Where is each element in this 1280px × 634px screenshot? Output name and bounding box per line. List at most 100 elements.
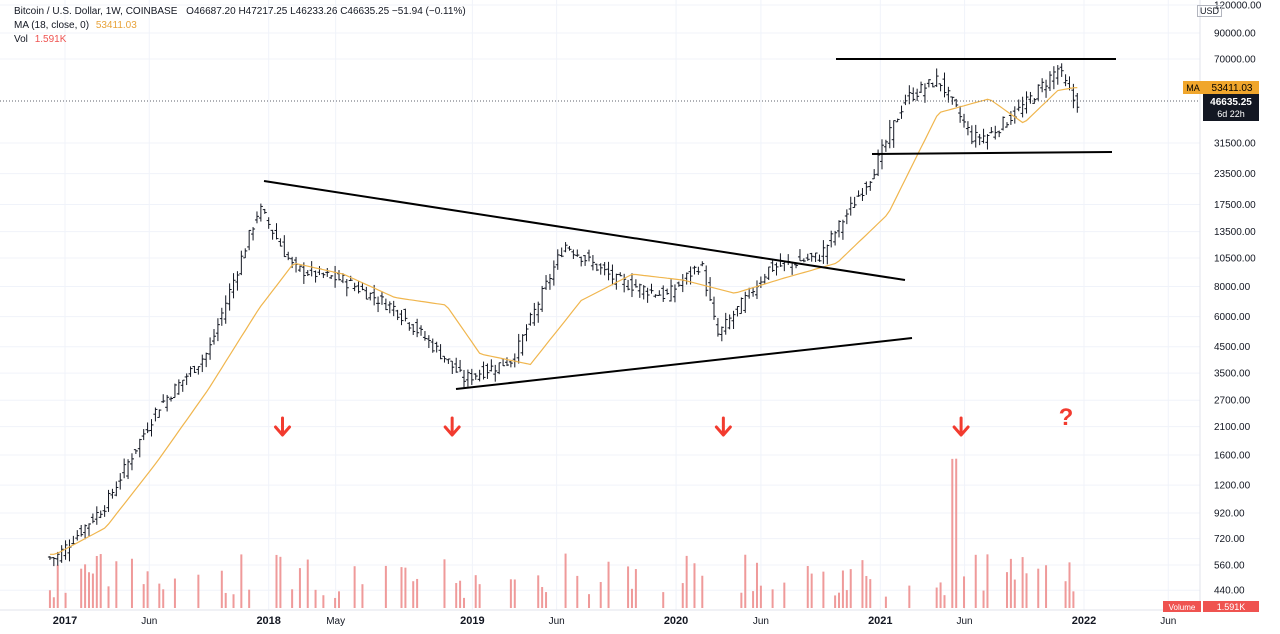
price-axis-tick: 17500.00	[1214, 200, 1256, 211]
price-bar	[325, 267, 330, 277]
price-bar	[762, 273, 767, 285]
price-bar	[352, 282, 357, 292]
price-axis-tick: 6000.00	[1214, 312, 1251, 323]
price-bar	[864, 181, 869, 195]
price-bar	[157, 409, 162, 418]
chart-grid	[0, 0, 1200, 610]
volume-bar	[869, 579, 872, 608]
symbol-title[interactable]: Bitcoin / U.S. Dollar, 1W, COINBASE	[14, 6, 178, 17]
last-price-badge: 46635.25 6d 22h	[1203, 94, 1259, 121]
price-bar	[915, 88, 920, 102]
price-bar	[848, 196, 853, 216]
volume-bar	[982, 590, 985, 608]
volume-bar	[478, 584, 481, 608]
volume-bar	[334, 597, 337, 608]
price-axis[interactable]: 120000.00 90000.00 70000.00 31500.00 23500.0…	[1214, 1, 1262, 597]
price-bar	[1028, 91, 1033, 104]
currency-label[interactable]: USD	[1196, 5, 1222, 17]
price-bar	[598, 263, 603, 275]
price-bar	[286, 251, 291, 261]
trendline-ascending-support[interactable]	[455, 337, 913, 390]
volume-bar	[1021, 557, 1024, 608]
volume-bar	[291, 589, 294, 608]
price-bar	[395, 309, 400, 321]
price-bar	[1075, 92, 1080, 113]
price-bar	[149, 419, 154, 437]
price-bar	[192, 365, 197, 373]
price-axis-tick: 120000.00	[1214, 1, 1262, 12]
volume-label: Vol	[14, 34, 28, 45]
legend-volume-row[interactable]: Vol 1.591K	[14, 33, 466, 47]
price-bar	[1001, 116, 1006, 131]
price-bar	[633, 279, 638, 288]
price-bar	[379, 291, 384, 305]
price-bar	[833, 230, 838, 246]
price-bar	[641, 285, 646, 300]
volume-bar	[849, 569, 852, 608]
price-bar	[235, 271, 240, 291]
price-bar	[559, 247, 564, 258]
price-bar	[481, 361, 486, 380]
price-bar	[504, 357, 509, 367]
trendline-descending-resistance[interactable]	[263, 180, 906, 281]
price-bar	[551, 260, 556, 286]
price-bar	[700, 261, 705, 267]
price-bar	[555, 249, 560, 270]
price-bar	[934, 68, 939, 87]
price-axis-tick: 2700.00	[1214, 396, 1251, 407]
price-bar	[950, 96, 955, 105]
price-bar	[161, 394, 166, 403]
price-bar	[188, 366, 193, 377]
volume-bar	[298, 568, 301, 608]
price-bar	[477, 369, 482, 382]
price-axis-tick: 1600.00	[1214, 451, 1251, 462]
volume-bar	[693, 563, 696, 608]
price-bar	[90, 513, 95, 524]
price-bar	[297, 265, 302, 272]
volume-bar	[248, 589, 251, 608]
price-bar	[247, 229, 252, 251]
volume-bar	[142, 584, 145, 608]
trendline-range-bottom[interactable]	[871, 151, 1113, 155]
price-bar	[692, 265, 697, 275]
price-bar	[215, 318, 220, 342]
volume-bar	[513, 579, 516, 608]
time-axis-tick: 2018	[256, 615, 280, 627]
price-bar	[860, 188, 865, 201]
price-bar	[75, 530, 80, 541]
time-axis-tick: Jun	[1160, 616, 1176, 627]
price-bar	[727, 314, 732, 330]
time-axis[interactable]: 2017 Jun 2018 May 2019 Jun 2020 Jun 2021 Jun 2022 J…	[53, 615, 1177, 627]
volume-bar	[95, 555, 98, 608]
volume-bar	[306, 559, 309, 608]
volume-bar	[588, 594, 591, 608]
volume-bar	[634, 569, 637, 608]
ma-badge-value: 53411.03	[1212, 83, 1253, 94]
volume-bar	[838, 592, 841, 608]
price-bar	[407, 322, 412, 331]
legend-ma-row[interactable]: MA (18, close, 0) 53411.03	[14, 19, 466, 33]
price-bar	[872, 169, 877, 180]
price-bar	[622, 273, 627, 293]
volume-bar	[845, 590, 848, 608]
price-bar	[758, 276, 763, 288]
volume-bar	[404, 567, 407, 608]
price-bar	[239, 250, 244, 276]
price-bar	[797, 249, 802, 262]
volume-bar	[822, 571, 825, 608]
price-axis-tick: 31500.00	[1214, 138, 1256, 149]
price-bar	[809, 252, 814, 262]
price-bar	[83, 524, 88, 540]
volume-bar	[384, 565, 387, 608]
volume-bar	[884, 596, 887, 608]
volume-bar	[541, 587, 544, 608]
price-bar	[751, 287, 756, 297]
price-bar	[583, 255, 588, 266]
price-bar	[958, 105, 963, 123]
price-axis-tick: 10500.00	[1214, 254, 1256, 265]
price-axis-tick: 720.00	[1214, 534, 1245, 545]
price-bar	[977, 133, 982, 146]
volume-bar	[1045, 565, 1048, 608]
price-bar	[251, 227, 256, 241]
